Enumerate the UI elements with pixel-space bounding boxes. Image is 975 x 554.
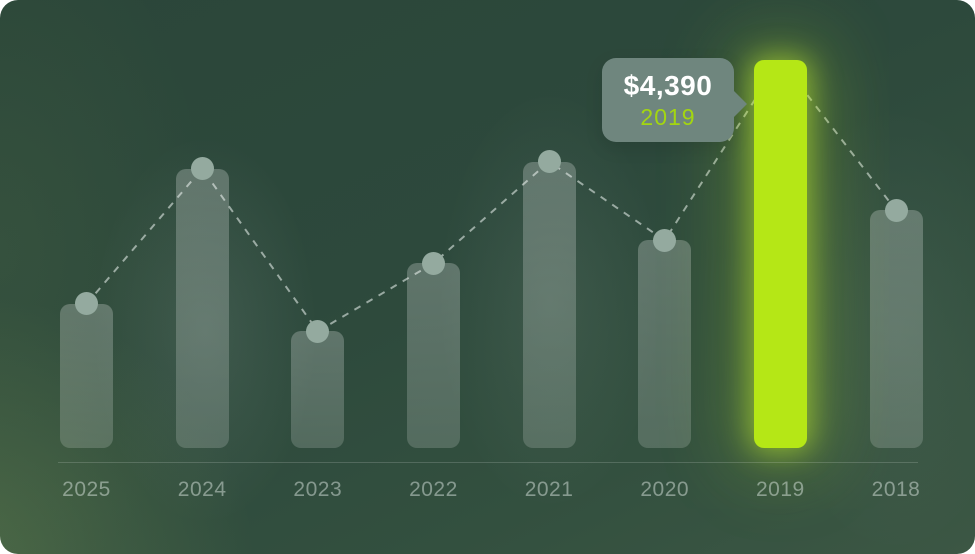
axis-label-2021: 2021 <box>524 478 574 501</box>
bar-2023[interactable] <box>291 331 345 448</box>
bar-2025[interactable] <box>60 303 113 448</box>
bar-2019[interactable] <box>753 60 807 448</box>
point-marker-2018 <box>884 198 908 222</box>
bar-2020[interactable] <box>638 240 692 448</box>
point-marker-2024 <box>190 157 214 181</box>
axis-label-2020: 2020 <box>640 478 690 501</box>
bar-2021[interactable] <box>522 161 576 448</box>
axis-label-2023: 2023 <box>293 478 343 501</box>
axis-label-2022: 2022 <box>409 478 458 501</box>
axis-label-2024: 2024 <box>177 478 227 501</box>
tooltip-value: $4,390 <box>623 69 713 101</box>
axis-label-2018: 2018 <box>871 478 921 501</box>
bar-2024[interactable] <box>175 168 229 448</box>
point-marker-2025 <box>75 292 98 316</box>
point-marker-2020 <box>653 228 677 252</box>
axis-label-2019: 2019 <box>755 478 805 501</box>
x-axis-line <box>58 462 918 463</box>
point-marker-2022 <box>421 251 445 275</box>
tooltip-tail-icon <box>733 90 747 118</box>
axis-label-2025: 2025 <box>62 478 111 501</box>
tooltip-year: 2019 <box>640 103 696 130</box>
bar-2022[interactable] <box>406 263 460 448</box>
point-marker-2023 <box>306 319 330 343</box>
tooltip: $4,390 2019 <box>602 58 747 142</box>
bar-2018[interactable] <box>869 210 923 448</box>
point-marker-2021 <box>537 150 561 174</box>
